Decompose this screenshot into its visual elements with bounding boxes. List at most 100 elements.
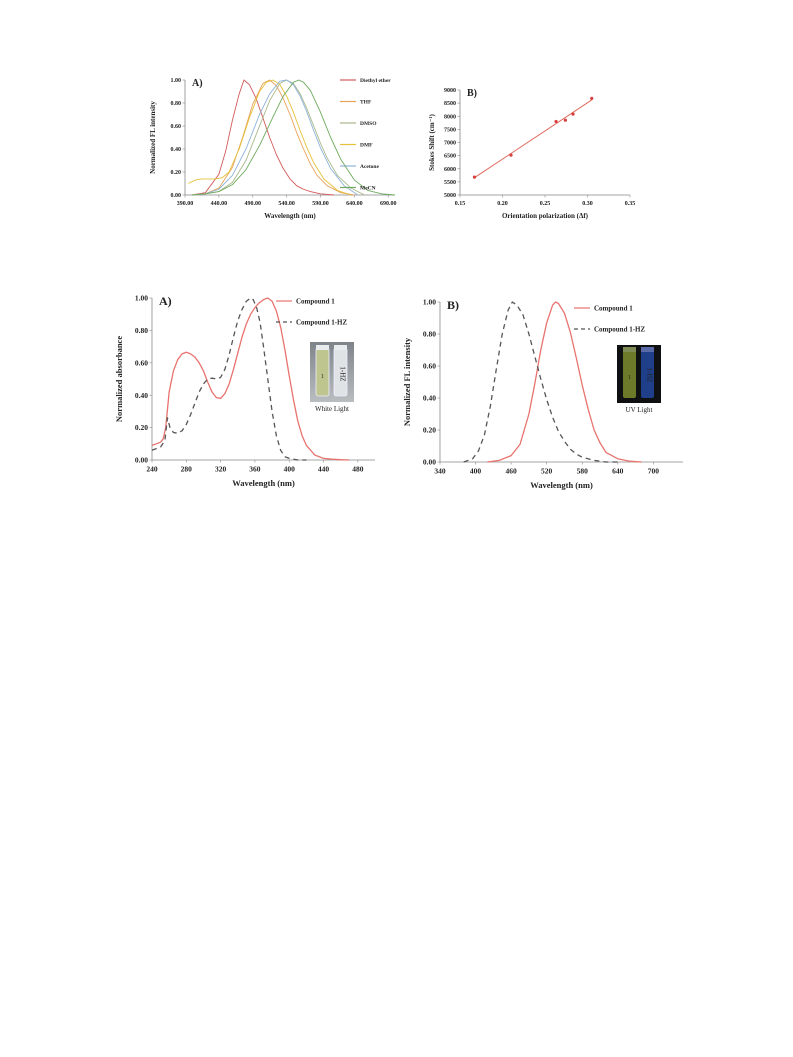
y-tick-label: 0.00 (423, 458, 436, 467)
x-tick-label: 540.00 (278, 201, 295, 207)
series-line (191, 79, 355, 196)
x-tick-label: 520 (541, 467, 553, 476)
x-tick-label: 580 (577, 467, 589, 476)
y-tick-label: 7000 (444, 141, 456, 147)
series-line (487, 301, 642, 463)
vial-2-label: 1-HZ (339, 366, 347, 381)
data-point (563, 118, 567, 122)
series-line (151, 297, 307, 461)
x-tick-label: 440.00 (211, 201, 228, 207)
x-tick-label: 0.25 (540, 201, 551, 207)
y-tick-label: 0.00 (171, 193, 182, 199)
x-tick-label: 0.20 (497, 201, 508, 207)
y-tick-label: 8500 (444, 101, 456, 107)
x-tick-label: 440 (318, 465, 330, 474)
y-tick-label: 9000 (444, 88, 456, 94)
legend-label: Compound 1-HZ (296, 318, 347, 326)
x-tick-label: 590.00 (312, 201, 329, 207)
x-tick-label: 690.00 (380, 201, 397, 207)
panel-label: A) (192, 78, 203, 89)
x-tick-label: 640 (612, 467, 624, 476)
x-tick-label: 400 (284, 465, 296, 474)
x-tick-label: 0.15 (455, 201, 466, 207)
legend-label: THF (360, 99, 372, 105)
compound-fl-chart: 340 400 460 520 580 640 700 0.00 0.20 0.40 0.60 0.8… (393, 288, 693, 513)
uv-vial-2-label: 1-HZ (646, 367, 654, 382)
y-tick-label: 8000 (444, 114, 456, 120)
y-tick-label: 1.00 (423, 298, 436, 307)
y-tick-label: 0.60 (135, 358, 148, 367)
x-axis-title: Wavelength (nm) (530, 480, 593, 490)
y-tick-label: 0.80 (423, 330, 436, 339)
y-tick-label: 1.00 (171, 78, 182, 84)
compound-fl-svg: 340 400 460 520 580 640 700 0.00 0.20 0.40 0.60 0.8… (402, 298, 683, 490)
x-axis-title: Orientation polarization (Δf) (502, 212, 589, 220)
y-tick-label: 0.40 (171, 147, 182, 153)
data-point (571, 112, 575, 116)
solvent-fl-svg: 390.00 440.00 490.00 540.00 590.00 640.00 690.… (149, 78, 397, 220)
x-tick-label: 340 (434, 467, 446, 476)
y-axis-title: Normalized FL intensity (402, 337, 412, 426)
x-tick-label: 390.00 (177, 201, 194, 207)
series-line (191, 79, 396, 196)
legend-label: Diethyl ether (360, 78, 391, 84)
uv-light-vials-image: 1 1-HZ UV Light (617, 345, 661, 414)
fit-line (474, 99, 593, 179)
y-axis-title: Normalized absorbance (114, 336, 124, 422)
data-point (554, 119, 558, 124)
uv-vial-2-icon (641, 350, 654, 398)
uv-vial-1-label: 1 (628, 375, 631, 381)
y-axis-title: Normalized FL intensity (149, 101, 157, 174)
absorbance-chart: 240 280 320 360 400 440 480 0.00 0.20 0.40 0.60 0.8… (100, 288, 385, 513)
y-tick-label: 1.00 (135, 294, 148, 303)
panel-label: B) (467, 88, 477, 99)
panel-label: B) (447, 298, 459, 312)
stokes-shift-svg: 0.15 0.20 0.25 0.30 0.35 5000 5500 6000 6500 7000… (428, 88, 636, 220)
y-tick-label: 5000 (444, 193, 456, 199)
y-tick-label: 0.40 (423, 394, 436, 403)
white-light-photo: 1 1-HZ White Light (310, 342, 354, 413)
legend-label: MeCN (360, 185, 376, 191)
y-tick-label: 0.60 (423, 362, 436, 371)
x-tick-label: 0.35 (625, 201, 636, 207)
absorbance-svg: 240 280 320 360 400 440 480 0.00 0.20 0.40 0.60 0.8… (114, 294, 375, 488)
y-tick-label: 0.80 (171, 101, 182, 107)
uv-vial-1-icon (623, 350, 636, 398)
y-tick-label: 7500 (444, 127, 456, 133)
uv-light-caption: UV Light (626, 406, 653, 414)
data-point (472, 175, 477, 179)
vial-1-cap-icon (316, 345, 329, 350)
x-axis-title: Wavelength (nm) (264, 212, 316, 220)
uv-vial-2-cap-icon (641, 347, 654, 352)
y-tick-label: 0.80 (135, 326, 148, 335)
data-point (590, 96, 594, 100)
x-tick-label: 640.00 (346, 201, 363, 207)
x-tick-label: 240 (146, 465, 158, 474)
legend-label: DMF (360, 142, 373, 148)
stokes-shift-chart: 0.15 0.20 0.25 0.30 0.35 5000 5500 6000 6500 7000… (420, 82, 650, 232)
solvent-fl-chart: 390.00 440.00 490.00 540.00 590.00 640.00 690.… (149, 68, 420, 233)
legend-label: Compound 1-HZ (594, 325, 645, 333)
x-tick-label: 460 (505, 467, 517, 476)
y-tick-label: 0.60 (171, 124, 182, 130)
y-tick-label: 6500 (444, 154, 456, 160)
legend-label: Acetone (360, 164, 379, 170)
x-tick-label: 320 (215, 465, 227, 474)
series-line (191, 79, 358, 196)
series-line (188, 79, 352, 196)
white-light-caption: White Light (315, 405, 349, 413)
legend-label: DMSO (360, 121, 377, 127)
x-tick-label: 280 (181, 465, 193, 474)
uv-vial-1-cap-icon (623, 347, 636, 352)
y-axis-title: Stokes Shift (cm⁻¹) (428, 113, 436, 170)
uv-light-photo: 1 1-HZ UV Light (617, 345, 661, 417)
x-tick-label: 400 (470, 467, 482, 476)
x-tick-label: 480 (352, 465, 364, 474)
vial-1-icon (315, 347, 330, 397)
legend-label: Compound 1 (594, 304, 633, 312)
series-line (191, 79, 365, 196)
series-line (151, 297, 350, 461)
y-tick-label: 0.40 (135, 391, 148, 400)
y-tick-label: 5500 (444, 180, 456, 186)
data-point (509, 153, 513, 157)
